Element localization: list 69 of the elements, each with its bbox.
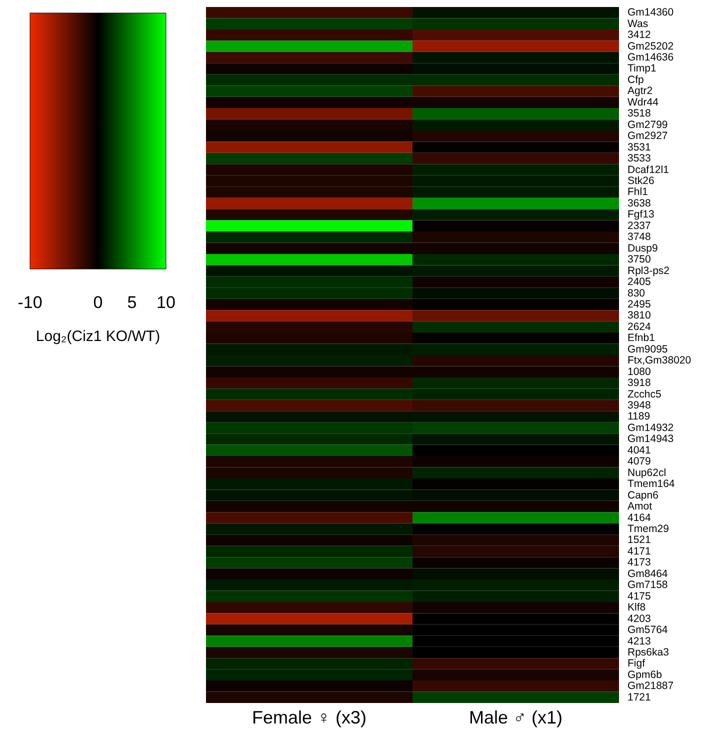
y-tick-label: 3638	[628, 197, 652, 210]
y-tick-label: 2337	[628, 220, 652, 232]
y-tick-label: Agtr2	[628, 85, 653, 98]
y-tick-label: 3533	[628, 152, 652, 165]
y-tick-label: 4175	[628, 590, 652, 602]
y-tick-label: Gm21887	[628, 680, 674, 692]
y-tick-label: 4203	[628, 612, 652, 625]
y-tick-label: Rpl3-ps2	[628, 264, 670, 277]
y-tick-label: 3518	[628, 108, 652, 120]
y-tick-label: 2624	[628, 320, 652, 333]
y-tick-label: Tmem29	[628, 523, 670, 535]
y-tick-label: Fgf13	[628, 208, 655, 221]
y-tick-label: Cfp	[628, 74, 644, 86]
y-tick-label: Gm5764	[628, 624, 668, 636]
y-tick-label: Gm14943	[628, 433, 674, 446]
y-tick-label: 3750	[628, 254, 652, 266]
y-tick-label: 3748	[628, 231, 652, 244]
y-tick-label: Tmem164	[628, 478, 675, 490]
y-tick-label: Gm14360	[628, 6, 674, 19]
y-tick-label: Stk26	[628, 175, 655, 187]
y-tick-label: 3948	[628, 400, 652, 412]
y-tick-label: Ftx,Gm38020	[628, 354, 692, 367]
y-tick-label: Zcchc5	[628, 388, 662, 400]
y-tick-label: Figf	[628, 658, 646, 670]
y-tick-label: Gm2927	[628, 130, 668, 142]
y-tick-label: Amot	[628, 500, 652, 513]
y-tick-label: Dusp9	[628, 242, 658, 254]
y-tick-label: Gm7158	[628, 579, 668, 592]
x-tick-label: Male ♂ (x1)	[468, 708, 563, 728]
y-tick-label: Gm2799	[628, 118, 668, 131]
y-tick-label: Klf8	[628, 602, 646, 614]
y-tick-label: Gpm6b	[628, 668, 662, 681]
y-tick-label: 2495	[628, 298, 652, 310]
y-tick-label: Rps6ka3	[628, 646, 670, 658]
y-tick-label: 3412	[628, 29, 652, 42]
y-tick-label: Nup62cl	[628, 466, 666, 479]
y-tick-label: Capn6	[628, 489, 659, 502]
y-tick-label: 1521	[628, 534, 652, 546]
color-bar-label: 10	[156, 293, 176, 312]
y-tick-label: Gm14636	[628, 52, 674, 64]
color-bar-label: -10	[18, 293, 42, 312]
y-tick-label: Was	[628, 18, 648, 30]
color-bar-label: 5	[127, 293, 137, 312]
y-tick-label: 3918	[628, 377, 652, 390]
y-tick-label: 4041	[628, 444, 652, 456]
y-tick-label: Gm14932	[628, 422, 674, 434]
y-tick-label: Wdr44	[628, 96, 659, 108]
y-tick-label: Efnb1	[628, 332, 656, 344]
y-tick-label: 1721	[628, 691, 652, 704]
color-bar-label: 0	[93, 293, 103, 312]
y-tick-label: 4164	[628, 512, 652, 524]
y-tick-label: Fhl1	[628, 186, 648, 198]
y-tick-label: Dcaf12l1	[628, 164, 670, 176]
y-tick-label: Gm25202	[628, 40, 674, 52]
y-tick-label: Timp1	[628, 62, 656, 75]
y-tick-label: 1189	[628, 410, 650, 423]
y-tick-label: Gm8464	[628, 568, 668, 580]
y-tick-label: 4213	[628, 635, 652, 648]
y-tick-label: Gm9095	[628, 343, 668, 356]
y-tick-label: 2405	[628, 276, 652, 288]
y-tick-label: 4079	[628, 456, 652, 468]
y-tick-label: 3810	[628, 310, 652, 322]
y-tick-label: 4173	[628, 556, 652, 569]
x-tick-label: Female ♀ (x3)	[252, 708, 367, 728]
y-tick-label: 3531	[628, 141, 652, 154]
color-bar-title: Log₂(Ciz1 KO/WT)	[36, 328, 160, 345]
y-tick-label: 830	[628, 287, 646, 300]
y-tick-label: 4171	[628, 545, 652, 558]
y-tick-label: 1080	[628, 366, 652, 378]
